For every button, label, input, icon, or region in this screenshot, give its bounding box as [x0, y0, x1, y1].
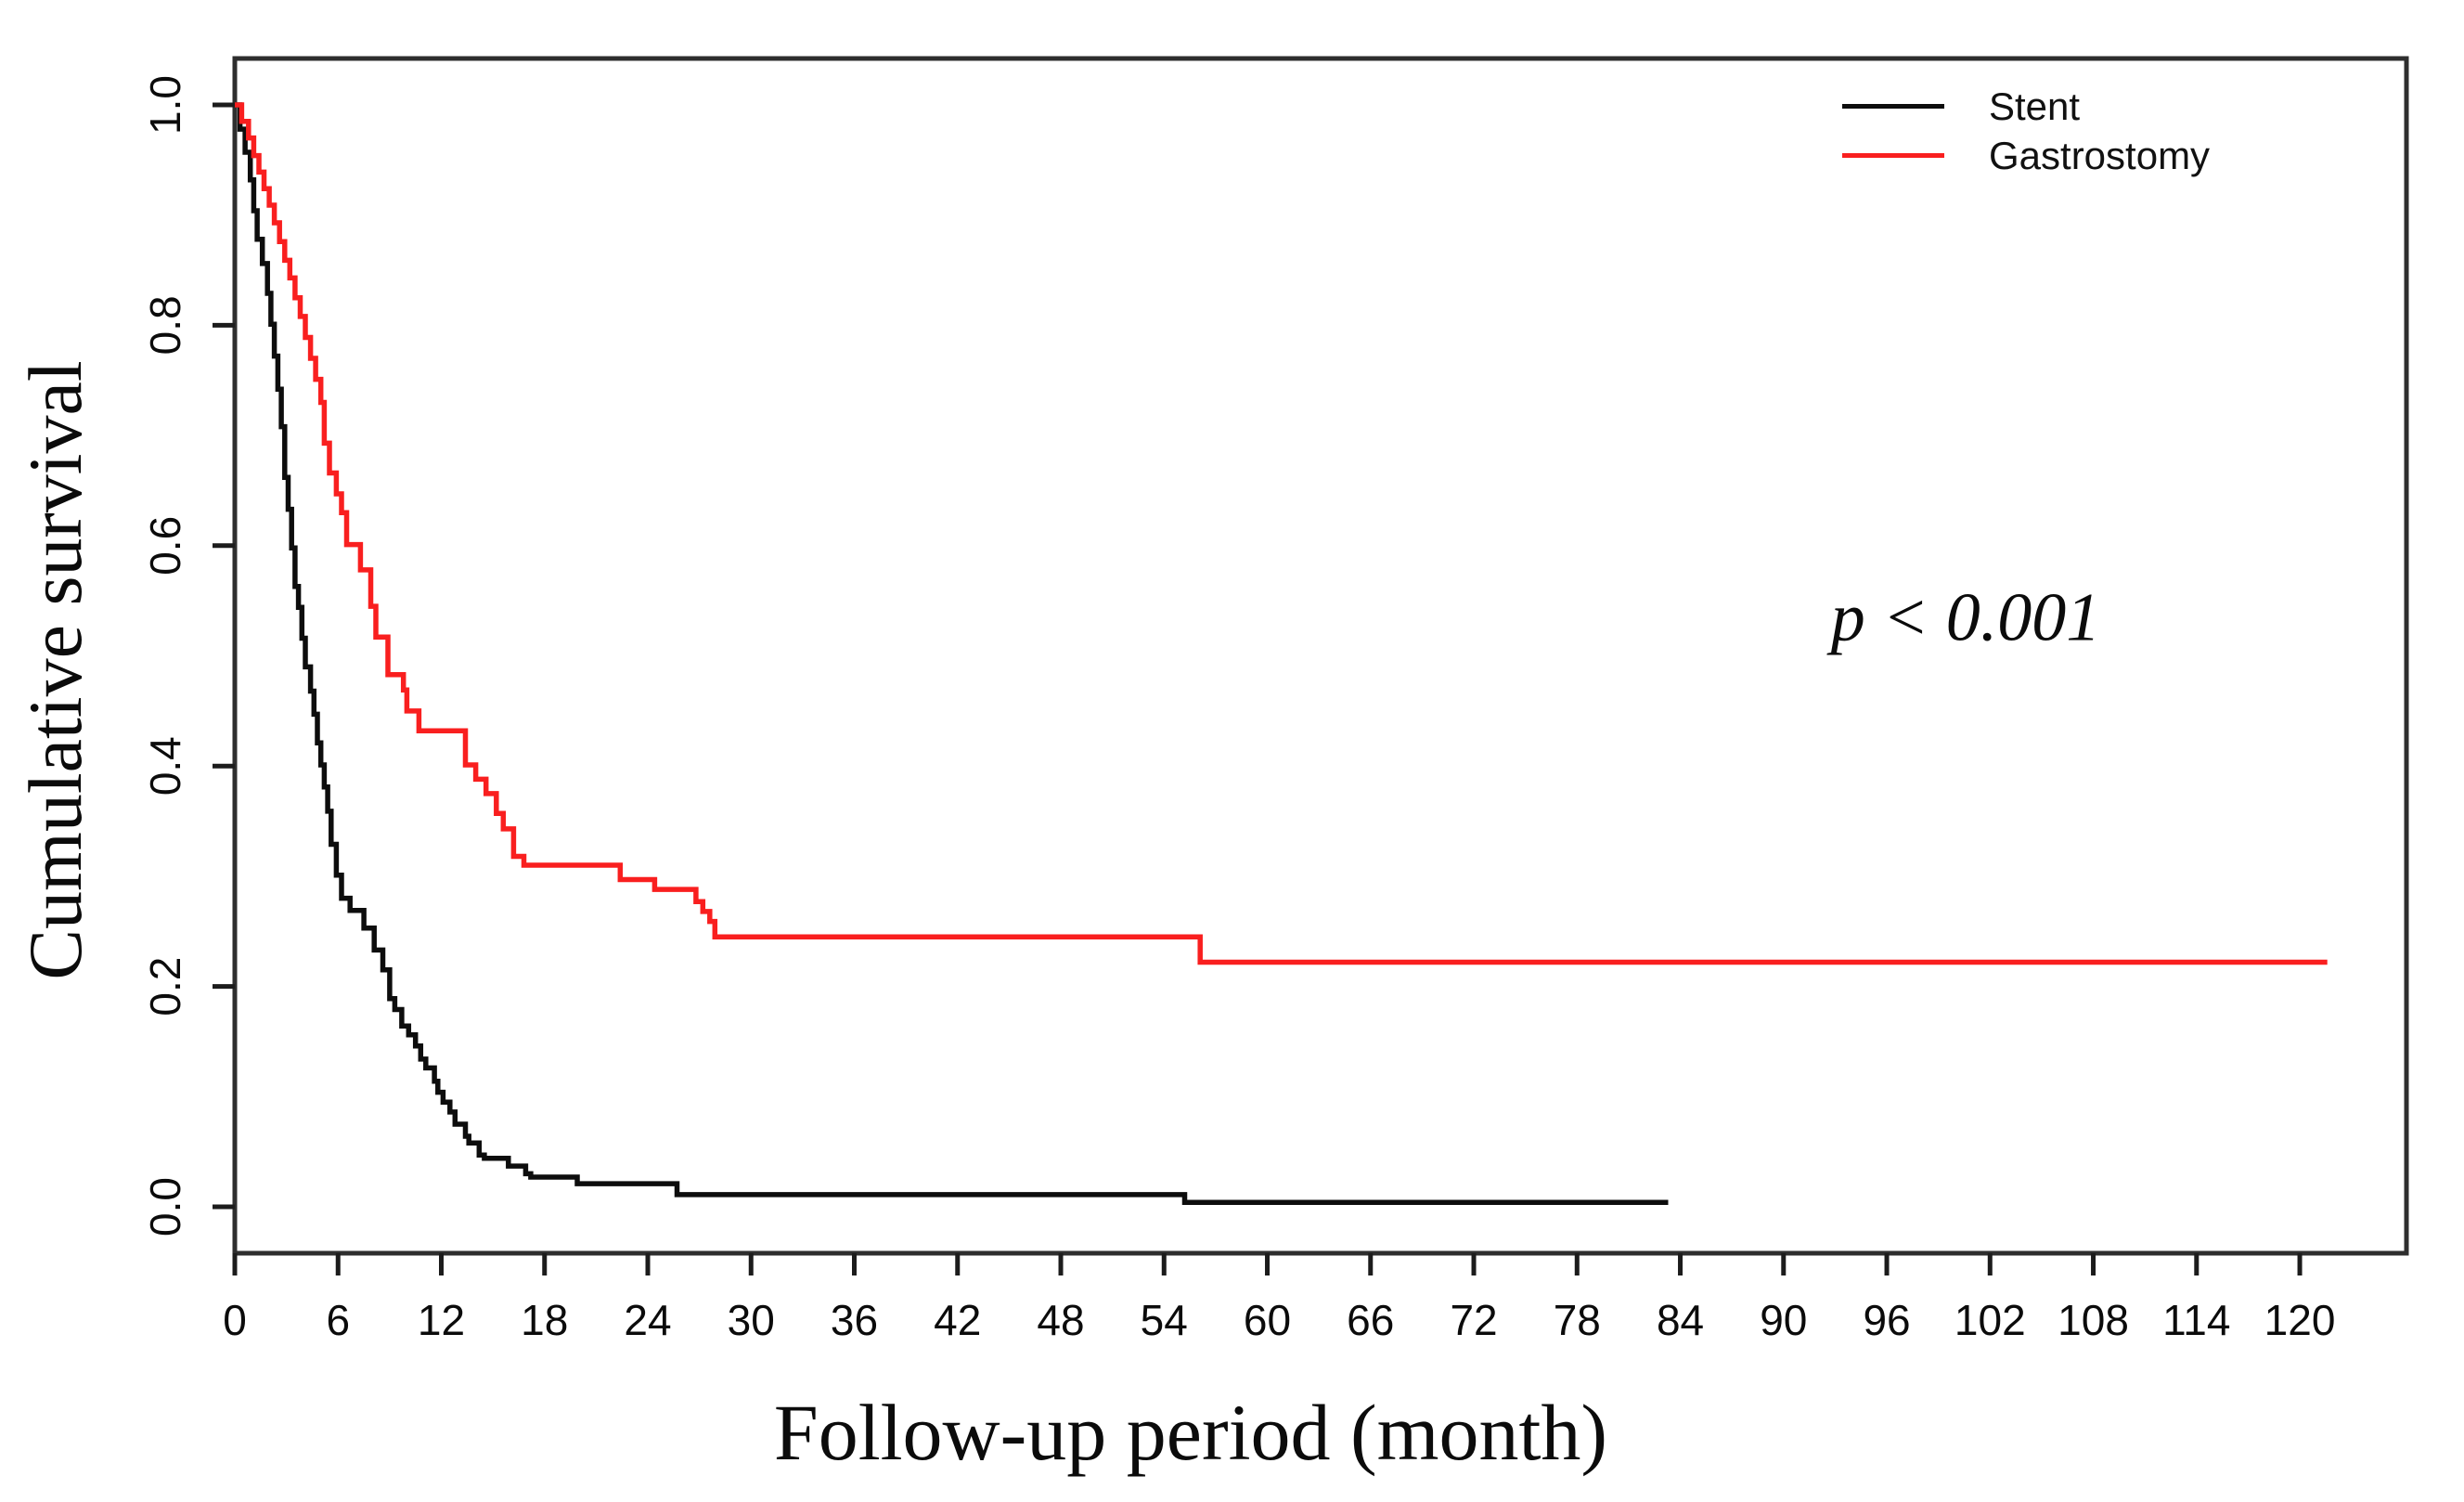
y-tick-label: 0.0: [141, 1177, 189, 1237]
legend-label-stent: Stent: [1989, 84, 2081, 128]
x-tick-label: 78: [1554, 1296, 1601, 1344]
x-tick-label: 84: [1657, 1296, 1704, 1344]
x-tick-label: 54: [1141, 1296, 1188, 1344]
x-tick-label: 30: [728, 1296, 775, 1344]
y-tick-label: 1.0: [141, 75, 189, 135]
p-value-annotation: p < 0.001: [1830, 579, 2101, 656]
gastrostomy-curve: [235, 102, 2328, 965]
legend-label-gastrostomy: Gastrostomy: [1989, 133, 2211, 177]
x-tick-label: 48: [1037, 1296, 1084, 1344]
gastrostomy-line-swatch: [1842, 153, 1944, 158]
legend-item-stent: Stent: [1842, 82, 2210, 131]
y-tick-label: 0.6: [141, 516, 189, 576]
stent-curve: [235, 102, 1669, 1206]
x-tick-label: 12: [418, 1296, 465, 1344]
x-tick-label: 72: [1450, 1296, 1497, 1344]
x-tick-label: 114: [2162, 1296, 2230, 1344]
stent-line-swatch: [1842, 104, 1944, 109]
y-axis-title: Cumulative survival: [13, 360, 97, 980]
x-tick-label: 66: [1347, 1296, 1394, 1344]
plot-border: [232, 56, 2409, 1256]
x-tick-label: 90: [1760, 1296, 1807, 1344]
x-tick-label: 108: [2058, 1296, 2129, 1344]
y-tick-label: 0.2: [141, 957, 189, 1016]
y-tick-label: 0.4: [141, 736, 189, 796]
x-tick-label: 18: [521, 1296, 568, 1344]
x-axis-title: Follow-up period (month): [773, 1388, 1608, 1477]
x-tick-label: 42: [934, 1296, 981, 1344]
x-tick-label: 102: [1954, 1296, 2026, 1344]
y-tick-label: 0.8: [141, 295, 189, 355]
legend: Stent Gastrostomy: [1842, 82, 2210, 180]
x-tick-label: 120: [2264, 1296, 2336, 1344]
x-tick-label: 24: [624, 1296, 671, 1344]
x-tick-label: 96: [1863, 1296, 1910, 1344]
x-tick-label: 60: [1244, 1296, 1291, 1344]
legend-item-gastrostomy: Gastrostomy: [1842, 131, 2210, 180]
x-tick-label: 0: [223, 1296, 247, 1344]
x-tick-label: 36: [831, 1296, 878, 1344]
x-tick-label: 6: [326, 1296, 350, 1344]
